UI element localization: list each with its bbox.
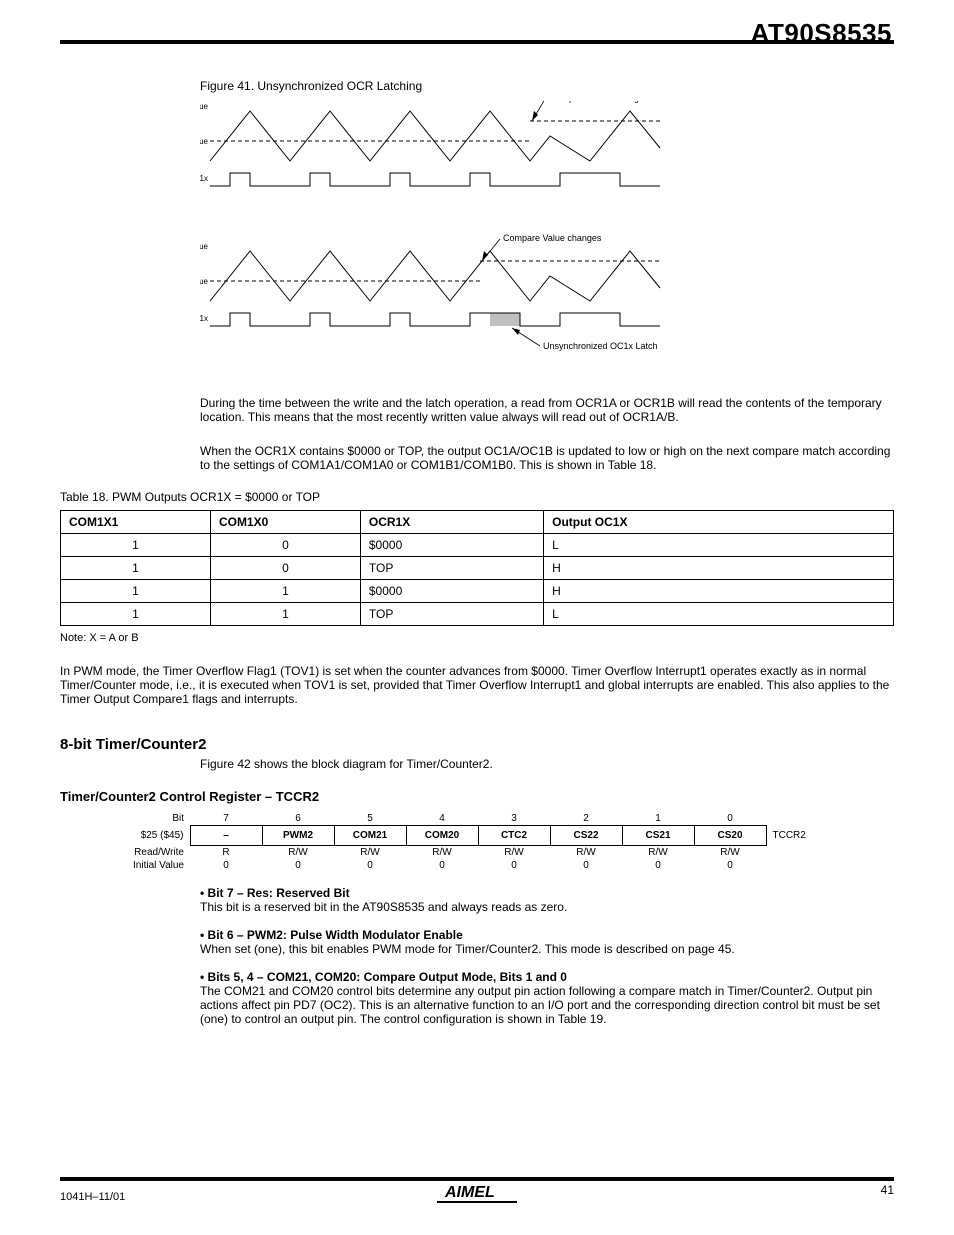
- bit54-header: • Bits 5, 4 – COM21, COM20: Compare Outp…: [200, 970, 894, 984]
- paragraph-3: In PWM mode, the Timer Overflow Flag1 (T…: [60, 664, 894, 706]
- th-com1x0: COM1X0: [210, 511, 360, 534]
- table-row: 1 1 $0000 H: [61, 580, 894, 603]
- doc-number: 1041H–11/01: [60, 1191, 125, 1203]
- table-row: 1 0 $0000 L: [61, 534, 894, 557]
- reg-addr: $25 ($45): [120, 826, 190, 846]
- bit6-text: When set (one), this bit enables PWM mod…: [200, 942, 894, 956]
- table-row: 1 1 TOP L: [61, 603, 894, 626]
- bit7-desc: • Bit 7 – Res: Reserved Bit This bit is …: [200, 886, 894, 914]
- bit54-desc: • Bits 5, 4 – COM21, COM20: Compare Outp…: [200, 970, 894, 1026]
- table18-title: Table 18. PWM Outputs OCR1X = $0000 or T…: [60, 490, 894, 504]
- pwm-out-label-1: PWM Output OC1x: [200, 174, 208, 183]
- fig-label-unsync: Unsynchronized OC1x Latch: [543, 341, 658, 351]
- figure-41: Compare Value changes Counter Value Comp…: [200, 101, 680, 371]
- bit6-header: • Bit 6 – PWM2: Pulse Width Modulator En…: [200, 928, 894, 942]
- pwm-out-label-2: PWM Output OC1x: [200, 314, 208, 323]
- paragraph-1: During the time between the write and th…: [200, 396, 894, 424]
- page: AT90S8535 Figure 41. Unsynchronized OCR …: [0, 0, 954, 1235]
- bit54-text: The COM21 and COM20 control bits determi…: [200, 984, 894, 1026]
- bit7-header: • Bit 7 – Res: Reserved Bit: [200, 886, 894, 900]
- part-number: AT90S8535: [751, 18, 892, 49]
- th-output: Output OC1X: [544, 511, 894, 534]
- figure-title: Figure 41. Unsynchronized OCR Latching: [200, 79, 894, 93]
- fig-label-compare-changes-1: Compare Value changes: [550, 101, 649, 103]
- paragraph-2: When the OCR1X contains $0000 or TOP, th…: [200, 444, 894, 472]
- footer: 1041H–11/01 AIMEL 41: [60, 1177, 894, 1205]
- bit7-text: This bit is a reserved bit in the AT90S8…: [200, 900, 894, 914]
- fig-label-compare-changes-2: Compare Value changes: [503, 233, 602, 243]
- page-number: 41: [881, 1183, 894, 1197]
- bit6-desc: • Bit 6 – PWM2: Pulse Width Modulator En…: [200, 928, 894, 956]
- table18-note: Note: X = A or B: [60, 632, 894, 644]
- table-row: 1 0 TOP H: [61, 557, 894, 580]
- svg-text:AIMEL: AIMEL: [444, 1184, 495, 1201]
- section-title: 8-bit Timer/Counter2: [60, 736, 894, 753]
- reg-name: TCCR2: [766, 826, 816, 846]
- compare-value-label-2: Compare Value: [200, 277, 209, 286]
- th-com1x1: COM1X1: [61, 511, 211, 534]
- counter-label-1: Counter Value: [200, 102, 209, 111]
- subsection-title: Timer/Counter2 Control Register – TCCR2: [60, 789, 894, 804]
- table18: COM1X1 COM1X0 OCR1X Output OC1X 1 0 $000…: [60, 510, 894, 626]
- compare-value-label-1: Compare Value: [200, 137, 209, 146]
- th-ocr1x: OCR1X: [360, 511, 543, 534]
- section-intro: Figure 42 shows the block diagram for Ti…: [200, 757, 894, 771]
- register-diagram: Bit 7 6 5 4 3 2 1 0 $25 ($45) – PWM2 COM…: [120, 812, 894, 872]
- atmel-logo-icon: AIMEL: [437, 1179, 517, 1208]
- counter-label-2: Counter Value: [200, 242, 209, 251]
